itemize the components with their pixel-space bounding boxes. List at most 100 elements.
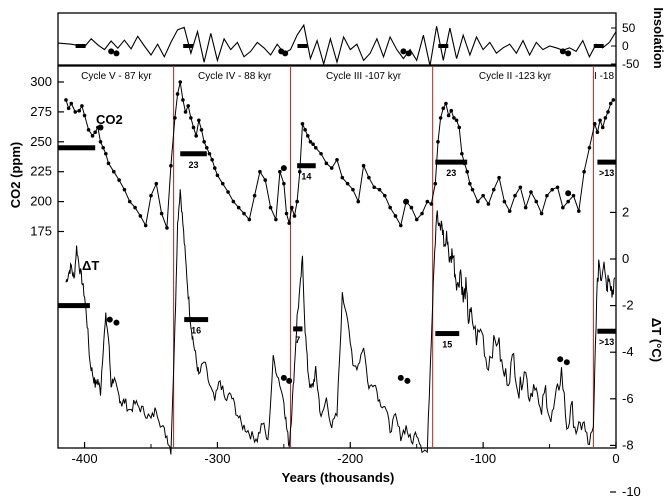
co2-point (173, 116, 177, 120)
co2-point (470, 187, 475, 192)
co2-point (242, 211, 246, 216)
co2-point (603, 116, 608, 120)
insolation-dot-marker (400, 48, 407, 55)
temperature-peak-dot (557, 356, 564, 363)
co2-series (65, 81, 614, 229)
co2-point (159, 211, 164, 216)
co2-point (143, 223, 148, 228)
co2-point (571, 193, 576, 198)
cycle-label: Cycle II -123 kyr (479, 71, 552, 82)
co2-peak-dot (97, 124, 104, 131)
co2-point (207, 151, 212, 156)
co2-point (606, 110, 610, 114)
insolation-series (57, 23, 617, 67)
co2-point (292, 214, 297, 218)
co2-point (189, 116, 193, 120)
co2-point (210, 157, 214, 162)
insolation-y-ticks: 50 0 -50 (611, 21, 640, 71)
temperature-peak-dot (404, 377, 411, 384)
co2-point (398, 223, 403, 228)
co2-point (611, 98, 616, 102)
co2-point (534, 199, 539, 204)
co2-point (313, 145, 318, 150)
co2-point (441, 106, 446, 111)
temperature-peak-dot (280, 374, 287, 381)
insolation-dot-marker (405, 50, 412, 57)
co2-point (101, 145, 105, 150)
temperature-y-tick-label: -2 (622, 298, 634, 313)
co2-point (600, 125, 605, 130)
co2-y-tick-label: 275 (30, 104, 52, 119)
temperature-peak-dot (113, 319, 120, 326)
co2-point (154, 181, 159, 186)
co2-point (592, 122, 597, 126)
insolation-axis-label: Insolation (651, 7, 664, 68)
co2-point (457, 125, 462, 130)
insolation-bar-marker (593, 44, 604, 48)
co2-point (476, 199, 480, 204)
co2-point (420, 211, 424, 216)
co2-point (73, 110, 78, 114)
co2-axis-label: CO2 (ppm) (8, 142, 23, 208)
temperature-y-tick-label: -10 (622, 484, 641, 496)
temperature-peak-dot (286, 377, 293, 384)
co2-point (598, 118, 602, 123)
co2-peak-dot (565, 190, 572, 197)
co2-point (460, 151, 464, 156)
insolation-peak-dots (97, 124, 572, 384)
co2-point (608, 101, 613, 106)
temperature-series-label: ΔT (82, 258, 99, 273)
co2-point (425, 199, 430, 204)
co2-point (106, 161, 111, 166)
co2-y-tick-label: 250 (30, 134, 52, 149)
co2-point (429, 202, 434, 206)
co2-point (372, 185, 377, 190)
co2-point (303, 128, 307, 132)
co2-point (220, 181, 225, 186)
duration-bar (58, 145, 96, 151)
insolation-bar-marker (75, 44, 86, 48)
cycle-label: Cycle IV - 88 kyr (198, 71, 272, 82)
co2-point (149, 193, 153, 198)
insolation-dot-marker (113, 50, 120, 57)
temperature-axis-label: ΔT (°C) (649, 318, 664, 362)
co2-point (436, 140, 440, 144)
co2-point (282, 181, 286, 186)
co2-point (300, 122, 305, 126)
co2-point (319, 151, 323, 156)
co2-point (290, 205, 294, 210)
insolation-dot-marker (559, 48, 566, 55)
co2-point (298, 169, 302, 174)
co2-point (351, 187, 355, 192)
co2-point (409, 205, 414, 210)
co2-point (181, 98, 185, 102)
co2-point (356, 199, 361, 204)
co2-point (414, 217, 419, 222)
x-tick-label: 0 (612, 451, 619, 466)
insolation-bar-marker (438, 44, 449, 48)
co2-point (582, 169, 586, 174)
co2-series-label: CO2 (96, 112, 123, 127)
co2-point (98, 140, 103, 144)
co2-point (295, 199, 299, 204)
co2-point (69, 101, 74, 106)
duration-bar (184, 317, 209, 323)
co2-point (377, 187, 382, 192)
co2-point (561, 205, 565, 210)
co2-point (104, 151, 108, 156)
duration-label: 7 (295, 335, 300, 345)
co2-point (80, 104, 84, 108)
co2-point (452, 116, 456, 120)
co2-point (513, 193, 517, 198)
co2-point (465, 169, 470, 174)
co2-point (486, 202, 491, 206)
co2-point (205, 145, 209, 150)
co2-point (491, 187, 496, 192)
x-tick-label: -400 (72, 451, 98, 466)
co2-point (165, 226, 169, 230)
co2-point (122, 187, 127, 192)
co2-point (529, 190, 533, 194)
insolation-dot-marker (565, 50, 572, 57)
co2-point (93, 130, 97, 135)
x-tick-label: -100 (470, 451, 496, 466)
